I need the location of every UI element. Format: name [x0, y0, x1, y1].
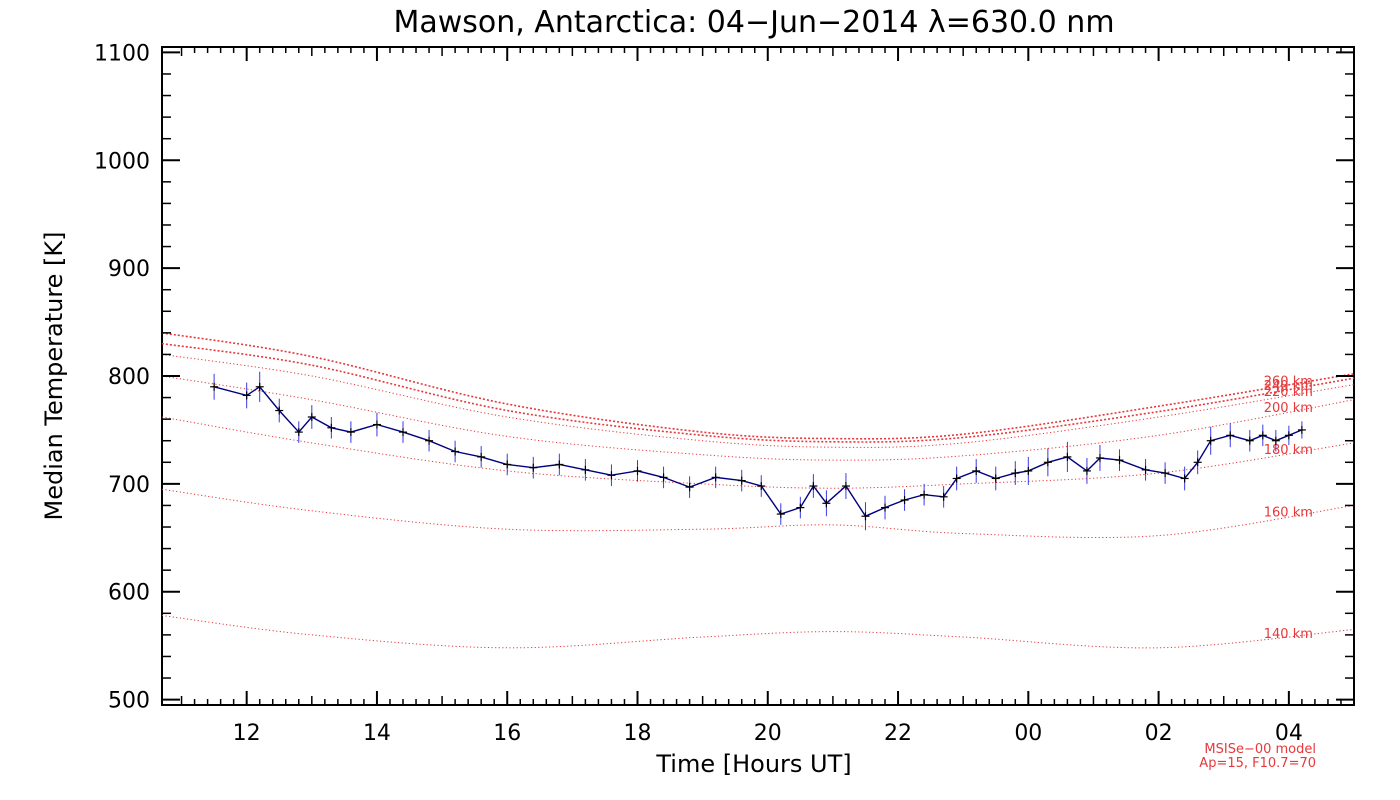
data-point-marker	[1271, 436, 1280, 445]
model-line	[161, 342, 1355, 443]
y-tick-label: 900	[108, 257, 150, 282]
data-point-marker	[920, 490, 929, 499]
data-point-marker	[503, 460, 512, 469]
y-tick-label: 1000	[94, 149, 150, 174]
data-point-marker	[685, 483, 694, 492]
data-point-marker	[275, 406, 284, 415]
data-point-marker	[633, 466, 642, 475]
data-point-marker	[1043, 458, 1052, 467]
x-tick-label: 00	[1014, 721, 1042, 746]
y-tick-label: 800	[108, 365, 150, 390]
data-point-marker	[607, 471, 616, 480]
x-tick-label: 12	[233, 721, 261, 746]
data-point-marker	[952, 474, 961, 483]
data-point-marker	[242, 391, 251, 400]
y-tick-label: 700	[108, 473, 150, 498]
x-tick-label: 18	[623, 721, 651, 746]
model-line	[161, 332, 1355, 440]
x-tick-label: 22	[884, 721, 912, 746]
data-point-marker	[881, 503, 890, 512]
observed-temperature-series	[210, 371, 1306, 531]
data-point-marker	[1011, 469, 1020, 478]
data-point-marker	[529, 463, 538, 472]
model-line	[161, 353, 1355, 448]
data-point-marker	[1226, 431, 1235, 440]
data-point-marker	[294, 428, 303, 437]
x-tick-label: 14	[363, 721, 391, 746]
model-note-line-2: Ap=15, F10.7=70	[1199, 756, 1316, 771]
model-note-line-1: MSISe−00 model	[1204, 742, 1316, 757]
data-point-marker	[822, 499, 831, 508]
data-point-marker	[1095, 453, 1104, 462]
data-point-marker	[346, 428, 355, 437]
data-point-marker	[1063, 452, 1072, 461]
model-altitude-label: 220 km	[1264, 385, 1313, 400]
data-point-marker	[861, 512, 870, 521]
data-point-marker	[399, 428, 408, 437]
data-point-marker	[900, 496, 909, 505]
y-tick-label: 600	[108, 581, 150, 606]
model-altitude-label: 260 km	[1264, 374, 1313, 389]
data-point-marker	[1284, 431, 1293, 440]
data-point-marker	[327, 423, 336, 432]
data-point-marker	[1297, 425, 1306, 434]
data-point-marker	[307, 412, 316, 421]
data-point-marker	[1180, 474, 1189, 483]
model-line	[161, 615, 1355, 649]
x-axis-title: Time [Hours UT]	[655, 750, 851, 778]
model-altitude-label: 140 km	[1264, 627, 1313, 642]
data-point-marker	[1115, 456, 1124, 465]
data-point-marker	[757, 482, 766, 491]
x-axis-ticks: 12 14 16 18 20 22 00 02 04	[180, 47, 1342, 746]
x-tick-label: 04	[1275, 721, 1303, 746]
data-point-marker	[796, 503, 805, 512]
model-altitude-label: 180 km	[1264, 443, 1313, 458]
model-line	[161, 375, 1355, 461]
data-point-marker	[939, 492, 948, 501]
y-axis-title: Median Temperature [K]	[40, 231, 68, 520]
y-tick-label: 500	[108, 689, 150, 714]
data-point-marker	[776, 510, 785, 519]
data-point-marker	[1024, 466, 1033, 475]
data-point-marker	[1258, 431, 1267, 440]
observed-line	[213, 385, 1303, 518]
data-point-marker	[1161, 469, 1170, 478]
data-point-marker	[1206, 436, 1215, 445]
data-point-marker	[581, 465, 590, 474]
model-altitude-label: 200 km	[1264, 401, 1313, 416]
data-point-marker	[1193, 458, 1202, 467]
plot-frame	[161, 46, 1355, 706]
data-point-marker	[555, 460, 564, 469]
data-point-marker	[991, 474, 1000, 483]
data-point-marker	[1082, 466, 1091, 475]
data-point-marker	[841, 482, 850, 491]
model-line	[161, 416, 1355, 489]
x-tick-label: 16	[493, 721, 521, 746]
data-point-marker	[425, 436, 434, 445]
data-point-marker	[711, 473, 720, 482]
data-point-marker	[210, 382, 219, 391]
x-tick-label: 02	[1145, 721, 1173, 746]
data-point-marker	[737, 476, 746, 485]
data-point-marker	[255, 382, 264, 391]
x-tick-label: 20	[754, 721, 782, 746]
data-point-marker	[809, 482, 818, 491]
data-point-marker	[659, 473, 668, 482]
data-point-marker	[1141, 465, 1150, 474]
model-line	[161, 488, 1355, 539]
data-point-marker	[477, 452, 486, 461]
data-point-marker	[1245, 436, 1254, 445]
y-tick-label: 1100	[94, 41, 150, 66]
y-axis-ticks: 500 600 700 800 900 1000 1100	[94, 41, 1354, 714]
chart-title: Mawson, Antarctica: 04−Jun−2014 λ=630.0 …	[393, 5, 1114, 40]
data-point-marker	[372, 420, 381, 429]
model-altitude-label: 160 km	[1264, 505, 1313, 520]
data-point-marker	[451, 447, 460, 456]
data-point-marker	[972, 466, 981, 475]
